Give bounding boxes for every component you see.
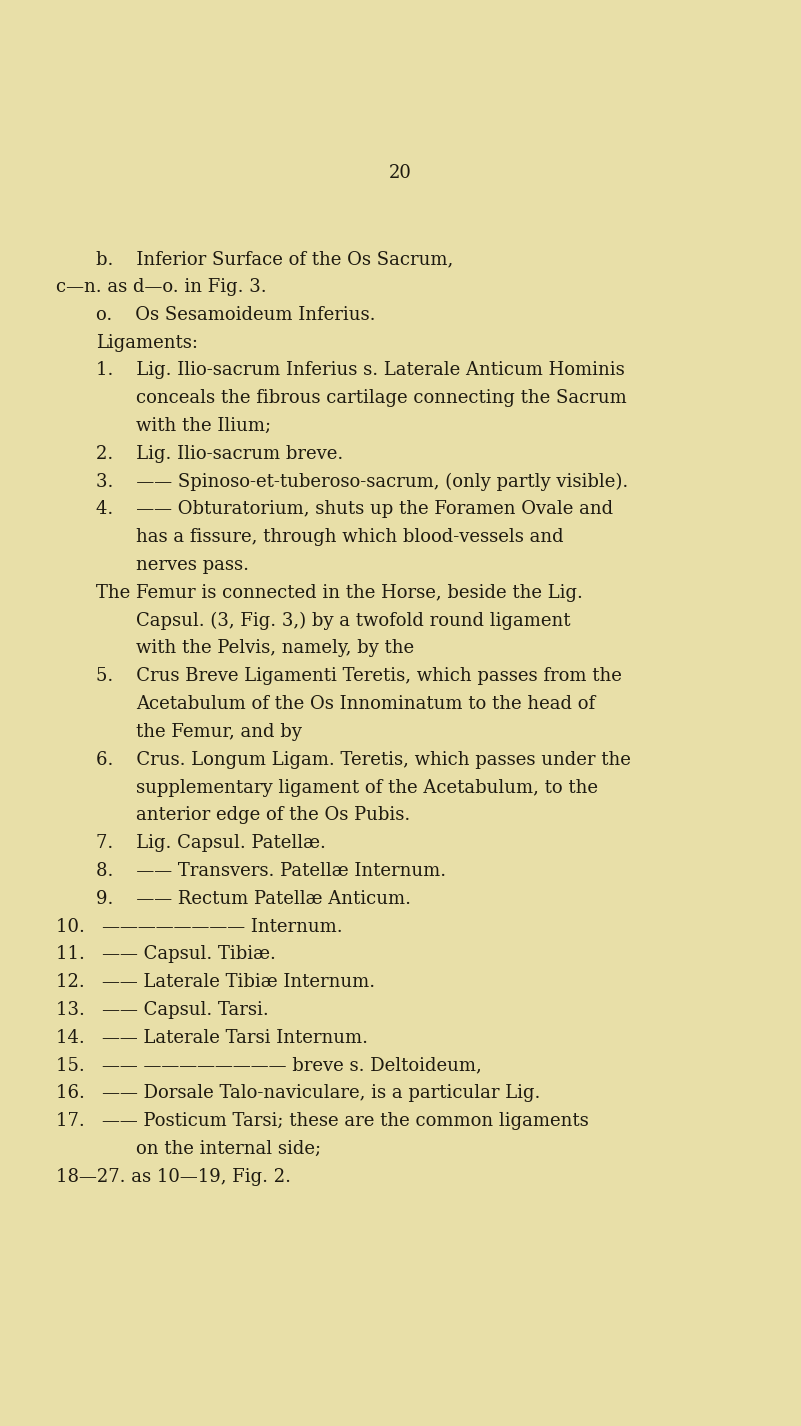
Text: 6.    Crus. Longum Ligam. Teretis, which passes under the: 6. Crus. Longum Ligam. Teretis, which pa… <box>96 750 631 769</box>
Text: 2.    Lig. Ilio-sacrum breve.: 2. Lig. Ilio-sacrum breve. <box>96 445 344 463</box>
Text: supplementary ligament of the Acetabulum, to the: supplementary ligament of the Acetabulum… <box>136 779 598 797</box>
Text: 15.   —— ———————— breve s. Deltoideum,: 15. —— ———————— breve s. Deltoideum, <box>56 1057 482 1075</box>
Text: with the Pelvis, namely, by the: with the Pelvis, namely, by the <box>136 639 414 657</box>
Text: the Femur, and by: the Femur, and by <box>136 723 302 742</box>
Text: 9.    —— Rectum Patellæ Anticum.: 9. —— Rectum Patellæ Anticum. <box>96 890 411 908</box>
Text: 3.    —— Spinoso-et-tuberoso-sacrum, (only partly visible).: 3. —— Spinoso-et-tuberoso-sacrum, (only … <box>96 472 628 491</box>
Text: 20: 20 <box>389 164 412 183</box>
Text: has a fissure, through which blood-vessels and: has a fissure, through which blood-vesse… <box>136 528 564 546</box>
Text: o.    Os Sesamoideum Inferius.: o. Os Sesamoideum Inferius. <box>96 305 376 324</box>
Text: 8.    —— Transvers. Patellæ Internum.: 8. —— Transvers. Patellæ Internum. <box>96 861 446 880</box>
Text: b.    Inferior Surface of the Os Sacrum,: b. Inferior Surface of the Os Sacrum, <box>96 250 453 268</box>
Text: 13.   —— Capsul. Tarsi.: 13. —— Capsul. Tarsi. <box>56 1001 269 1020</box>
Text: with the Ilium;: with the Ilium; <box>136 416 272 435</box>
Text: Ligaments:: Ligaments: <box>96 334 198 352</box>
Text: c—n. as d—o. in Fig. 3.: c—n. as d—o. in Fig. 3. <box>56 278 267 297</box>
Text: 4.    —— Obturatorium, shuts up the Foramen Ovale and: 4. —— Obturatorium, shuts up the Foramen… <box>96 501 614 519</box>
Text: 14.   —— Laterale Tarsi Internum.: 14. —— Laterale Tarsi Internum. <box>56 1028 368 1047</box>
Text: anterior edge of the Os Pubis.: anterior edge of the Os Pubis. <box>136 806 410 824</box>
Text: 11.   —— Capsul. Tibiæ.: 11. —— Capsul. Tibiæ. <box>56 945 276 964</box>
Text: Acetabulum of the Os Innominatum to the head of: Acetabulum of the Os Innominatum to the … <box>136 694 595 713</box>
Text: The Femur is connected in the Horse, beside the Lig.: The Femur is connected in the Horse, bes… <box>96 583 583 602</box>
Text: on the internal side;: on the internal side; <box>136 1139 321 1158</box>
Text: 5.    Crus Breve Ligamenti Teretis, which passes from the: 5. Crus Breve Ligamenti Teretis, which p… <box>96 667 622 686</box>
Text: Capsul. (3, Fig. 3,) by a twofold round ligament: Capsul. (3, Fig. 3,) by a twofold round … <box>136 612 570 630</box>
Text: 17.   —— Posticum Tarsi; these are the common ligaments: 17. —— Posticum Tarsi; these are the com… <box>56 1112 589 1131</box>
Text: 12.   —— Laterale Tibiæ Internum.: 12. —— Laterale Tibiæ Internum. <box>56 973 375 991</box>
Text: conceals the fibrous cartilage connecting the Sacrum: conceals the fibrous cartilage connectin… <box>136 389 627 408</box>
Text: nerves pass.: nerves pass. <box>136 556 249 575</box>
Text: 7.    Lig. Capsul. Patellæ.: 7. Lig. Capsul. Patellæ. <box>96 834 326 853</box>
Text: 16.   —— Dorsale Talo-naviculare, is a particular Lig.: 16. —— Dorsale Talo-naviculare, is a par… <box>56 1084 541 1102</box>
Text: 1.    Lig. Ilio-sacrum Inferius s. Laterale Anticum Hominis: 1. Lig. Ilio-sacrum Inferius s. Laterale… <box>96 361 625 379</box>
Text: 10.   ———————— Internum.: 10. ———————— Internum. <box>56 917 343 935</box>
Text: 18—27. as 10—19, Fig. 2.: 18—27. as 10—19, Fig. 2. <box>56 1168 291 1186</box>
